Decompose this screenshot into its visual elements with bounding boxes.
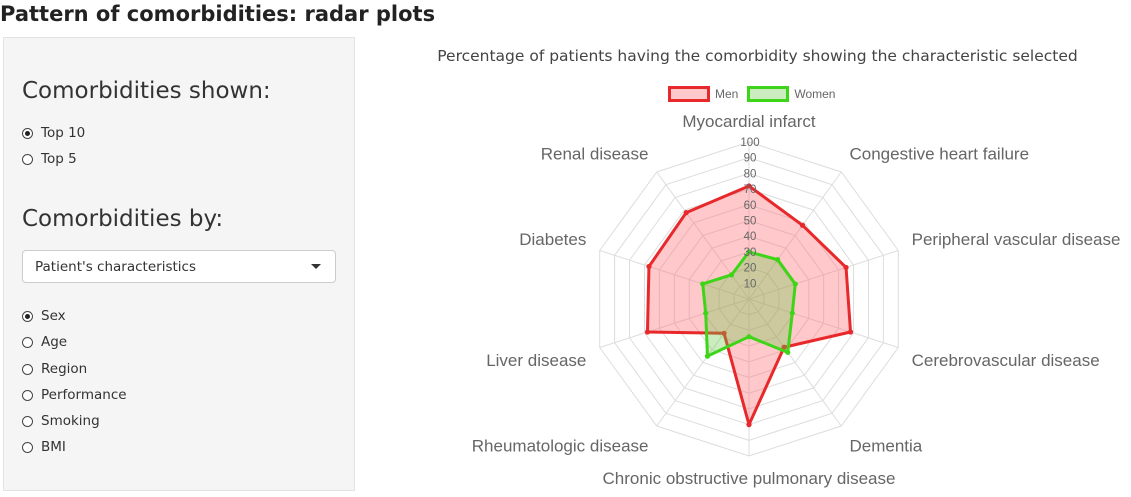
radio-label: Performance [41,387,127,403]
radio-age[interactable]: Age [22,334,67,350]
radio-label: Region [41,361,88,377]
data-point [785,349,791,355]
radio-smoking[interactable]: Smoking [22,413,100,429]
data-point [775,257,781,263]
grid-spoke [748,171,842,300]
data-point [746,422,752,428]
radio-circle-icon[interactable] [22,363,33,375]
radio-circle-icon[interactable] [22,127,33,139]
radio-circle-icon[interactable] [22,310,33,322]
radio-performance[interactable]: Performance [22,387,127,403]
legend-swatch-women [747,86,790,102]
legend-swatch-men [668,86,710,102]
data-point [799,222,806,228]
tick-label: 80 [744,168,757,180]
axis-label: Rheumatologic disease [472,436,649,455]
grid-spoke [748,250,899,300]
page-title: Pattern of comorbidities: radar plots [0,2,436,26]
legend-item-men[interactable]: Men [668,86,738,102]
radio-top-5[interactable]: Top 5 [22,151,77,167]
axis-label: Myocardial infarct [682,112,815,131]
data-point [700,281,706,287]
data-point [843,264,849,271]
legend-item-women[interactable]: Women [747,86,835,102]
radio-circle-icon[interactable] [22,336,33,348]
data-point [683,210,689,216]
radio-sex[interactable]: Sex [22,308,66,324]
data-point [789,310,795,316]
axis-label: Cerebrovascular disease [912,351,1100,370]
tick-label: 70 [744,184,757,196]
data-point [721,330,727,336]
grid-spoke [656,171,750,300]
data-point [746,334,752,340]
radio-label: BMI [41,439,66,455]
tick-label: 50 [744,216,757,228]
data-point [703,310,709,316]
data-point [728,272,735,278]
radio-bmi[interactable]: BMI [22,439,66,455]
grid-spoke [748,298,842,427]
tick-label: 10 [744,278,757,290]
grid-spoke [656,298,750,427]
tick-label: 40 [744,231,757,243]
axis-label: Diabetes [519,230,586,249]
chart-title: Percentage of patients having the comorb… [437,47,1078,65]
data-point [746,249,752,255]
data-point [704,353,711,359]
characteristics-select[interactable]: Patient's characteristics [22,250,336,283]
sidebar-panel: Comorbidities shown: Top 10 Top 5 Comorb… [3,37,355,491]
radio-circle-icon[interactable] [22,441,33,453]
grid-spoke [599,250,750,300]
radio-circle-icon[interactable] [22,153,33,165]
tick-label: 20 [744,263,757,275]
radio-label: Smoking [41,413,100,429]
radio-top-10[interactable]: Top 10 [22,125,85,141]
data-point [792,281,798,287]
chart-legend: Men Women [668,86,844,102]
radio-label: Top 10 [41,125,86,141]
legend-label: Men [715,87,739,101]
axis-label: Dementia [850,436,923,455]
axis-label: Chronic obstructive pulmonary disease [603,469,896,488]
comorbidities-by-title: Comorbidities by: [22,206,224,232]
axis-label: Peripheral vascular disease [912,230,1121,249]
radio-circle-icon[interactable] [22,415,33,427]
chevron-down-icon [311,264,321,269]
data-point [644,329,651,335]
radio-region[interactable]: Region [22,361,87,377]
radio-circle-icon[interactable] [22,389,33,401]
axis-label: Congestive heart failure [850,145,1030,164]
select-value: Patient's characteristics [35,258,196,275]
radio-label: Top 5 [41,151,77,167]
legend-label: Women [794,87,836,101]
radio-label: Age [41,334,68,350]
tick-label: 100 [740,137,759,149]
radio-label: Sex [41,308,66,324]
tick-label: 90 [744,153,757,165]
grid-spoke [599,298,750,348]
grid-spoke [748,298,899,348]
data-point [847,329,854,335]
axis-label: Liver disease [486,351,586,370]
data-point [746,183,752,189]
data-point [646,263,652,270]
axis-label: Renal disease [541,145,649,164]
tick-label: 60 [744,200,757,212]
tick-label: 30 [744,247,757,259]
data-point [781,344,787,350]
comorbidities-shown-title: Comorbidities shown: [22,78,271,104]
